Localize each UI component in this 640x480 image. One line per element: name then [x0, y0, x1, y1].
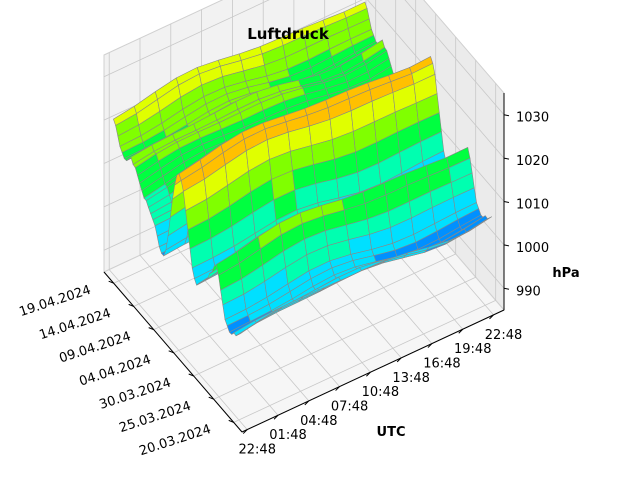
date-tick [108, 280, 114, 284]
time-tick-label: 01:48 [269, 428, 306, 443]
date-tick [228, 419, 234, 423]
time-tick [366, 371, 371, 377]
pressure-surface [113, 1, 493, 337]
pressure-tick-label: 1010 [516, 198, 549, 213]
y-axis-label: UTC [377, 425, 406, 440]
time-axis-line [241, 309, 505, 433]
time-tick-label: 16:48 [423, 357, 460, 372]
time-tick [427, 343, 433, 348]
date-tick [128, 303, 134, 307]
time-tick [273, 414, 279, 420]
grid-line-date [213, 60, 477, 400]
pressure-tick [503, 157, 510, 160]
grid-line-date [193, 37, 457, 377]
pressure-tick-label: 1030 [516, 111, 549, 126]
time-tick-label: 07:48 [331, 400, 368, 415]
time-tick-label: 13:48 [392, 371, 429, 386]
time-tick [489, 314, 494, 320]
date-tick [208, 396, 214, 400]
time-tick-label: 10:48 [362, 385, 399, 400]
time-tick [396, 357, 402, 363]
time-tick-label: 22:48 [239, 443, 276, 458]
time-tick [335, 386, 340, 391]
time-tick [304, 400, 310, 406]
time-tick-label: 04:48 [300, 414, 337, 429]
pressure-tick-label: 1000 [516, 241, 549, 256]
grid-line-time [108, 52, 248, 430]
date-tick [148, 327, 154, 331]
date-tick-label: 20.03.2024 [138, 422, 213, 459]
z-axis-label: hPa [552, 266, 579, 281]
date-tick [188, 373, 194, 377]
pressure-tick-label: 1020 [516, 154, 549, 169]
grid-line-pressure [103, 0, 505, 115]
surface-patch [468, 216, 493, 232]
chart-title: Luftdruck [247, 25, 330, 43]
pressure-tick [503, 114, 510, 117]
pressure-tick [503, 201, 510, 203]
axis-lines [103, 93, 510, 434]
pressure-tick-label: 990 [516, 284, 541, 299]
date-tick [168, 350, 174, 354]
pressure-tick [503, 287, 510, 290]
time-tick [242, 429, 248, 434]
time-tick [458, 328, 464, 334]
grid-line-date [233, 83, 497, 423]
time-tick-label: 19:48 [454, 342, 491, 357]
pressure-tick [503, 244, 510, 247]
time-tick-label: 22:48 [485, 328, 522, 343]
